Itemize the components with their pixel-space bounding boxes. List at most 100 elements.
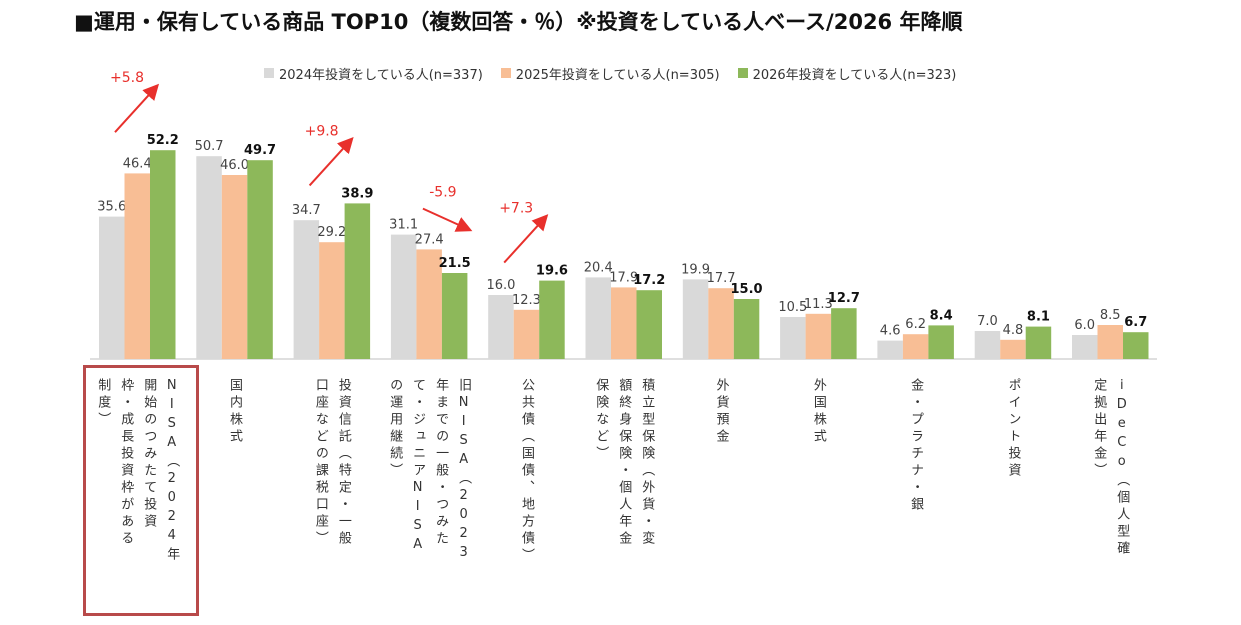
category-label-0-1: 開始のつみたて投資 <box>141 378 157 531</box>
legend-swatch-2025 <box>500 68 511 78</box>
bar-10-0 <box>1072 335 1098 359</box>
category-label-4-0: 公共債（国債、地方債） <box>519 378 535 565</box>
bar-9-2 <box>1025 326 1052 359</box>
data-label-4-2: 19.6 <box>536 264 568 279</box>
bar-1-0 <box>196 156 222 359</box>
change-arrow-2 <box>422 207 473 232</box>
data-label-9-1: 4.8 <box>1003 323 1024 338</box>
bar-10-1 <box>1097 325 1123 359</box>
legend-item-2024: 2024年投資をしている人(n=337) <box>264 64 483 83</box>
bar-2-2 <box>344 203 371 359</box>
category-label-5-1: 額終身保険・個人年金 <box>616 378 632 548</box>
bar-2-1 <box>319 242 345 359</box>
data-label-6-0: 19.9 <box>681 262 710 277</box>
data-label-6-1: 17.7 <box>707 271 736 286</box>
change-label-0: +5.8 <box>110 70 144 86</box>
data-label-3-2: 21.5 <box>439 256 471 271</box>
data-label-7-1: 11.3 <box>804 297 833 312</box>
data-label-1-0: 50.7 <box>195 139 224 154</box>
data-label-0-2: 52.2 <box>147 133 179 148</box>
category-label-0-0: NISA（2024年 <box>164 378 180 564</box>
data-label-8-1: 6.2 <box>905 317 926 332</box>
bar-5-0 <box>585 277 611 359</box>
data-label-10-1: 8.5 <box>1100 308 1121 323</box>
category-label-2-1: 口座などの課税口座） <box>313 378 329 548</box>
data-label-3-0: 31.1 <box>389 218 418 233</box>
data-label-6-2: 15.0 <box>731 282 763 297</box>
category-label-7-0: 外国株式 <box>811 378 827 446</box>
bar-0-0 <box>99 216 125 359</box>
category-label-5-2: 保険など） <box>593 378 609 463</box>
bar-6-1 <box>708 288 734 359</box>
change-arrow-0 <box>114 83 160 133</box>
category-label-10-0: iDeCo（個人型確 <box>1114 378 1130 558</box>
bar-7-0 <box>780 317 806 359</box>
legend-item-2025: 2025年投資をしている人(n=305) <box>500 64 720 83</box>
category-label-0-3: 制度） <box>95 378 111 429</box>
bar-9-1 <box>1000 339 1026 359</box>
data-label-8-0: 4.6 <box>880 324 901 339</box>
bar-1-2 <box>247 160 273 359</box>
legend-item-2026: 2026年投資をしている人(n=323) <box>737 64 957 83</box>
bar-6-0 <box>682 279 709 359</box>
bar-5-2 <box>636 290 662 359</box>
category-label-3-0: 旧NISA（2023 <box>456 378 472 564</box>
chart-title: ■運用・保有している商品 TOP10（複数回答・％）※投資をしている人ベース/2… <box>74 10 963 34</box>
data-label-9-2: 8.1 <box>1027 310 1050 325</box>
legend-swatch-2024 <box>264 68 274 78</box>
category-label-2-0: 投資信託（特定・一般 <box>336 377 352 548</box>
category-label-0-2: 枠・成長投資枠がある <box>118 378 134 548</box>
data-label-7-2: 12.7 <box>828 291 860 306</box>
bar-4-1 <box>513 309 540 359</box>
bar-10-2 <box>1123 332 1149 359</box>
data-label-0-1: 46.4 <box>123 156 152 171</box>
change-arrow-3 <box>503 214 549 264</box>
bar-9-0 <box>974 331 1001 359</box>
data-label-4-0: 16.0 <box>486 278 515 293</box>
change-label-1: +9.8 <box>305 123 339 139</box>
bar-4-0 <box>488 295 514 359</box>
category-label-3-1: 年までの一般・つみた <box>433 378 449 548</box>
legend-label-2024: 2024年投資をしている人(n=337) <box>279 67 483 83</box>
bar-8-0 <box>877 340 903 359</box>
data-label-5-2: 17.2 <box>633 273 665 288</box>
data-label-0-0: 35.6 <box>97 200 126 215</box>
bar-3-2 <box>441 273 468 359</box>
change-label-2: -5.9 <box>429 185 456 201</box>
category-label-10-1: 定拠出年金） <box>1091 378 1107 480</box>
bar-0-2 <box>150 150 176 359</box>
category-label-5-0: 積立型保険（外貨・変 <box>639 378 655 548</box>
category-label-3-2: て・ジュニアNISA <box>410 378 425 556</box>
category-label-6-0: 外貨預金 <box>714 378 730 446</box>
bar-7-2 <box>831 308 857 359</box>
legend-label-2026: 2026年投資をしている人(n=323) <box>752 67 957 83</box>
data-label-8-2: 8.4 <box>930 308 953 323</box>
category-label-9-0: ポイント投資 <box>1005 378 1021 480</box>
data-label-4-1: 12.3 <box>512 293 541 308</box>
bar-6-2 <box>733 299 760 359</box>
change-arrow-1 <box>308 136 354 187</box>
data-label-5-0: 20.4 <box>584 260 613 275</box>
bar-2-0 <box>293 220 320 359</box>
data-label-2-1: 29.2 <box>317 225 346 240</box>
bar-0-1 <box>124 173 150 359</box>
bar-3-1 <box>416 249 442 359</box>
legend-label-2025: 2025年投資をしている人(n=305) <box>515 67 720 83</box>
data-label-9-0: 7.0 <box>977 314 998 329</box>
data-label-3-1: 27.4 <box>415 232 444 247</box>
bar-1-1 <box>221 175 248 359</box>
data-label-7-0: 10.5 <box>778 300 807 315</box>
bar-7-1 <box>805 313 832 359</box>
bar-5-1 <box>611 287 637 359</box>
bar-3-0 <box>390 234 417 359</box>
legend: 2024年投資をしている人(n=337) 2025年投資をしている人(n=305… <box>264 64 957 83</box>
bar-8-2 <box>928 325 954 359</box>
change-label-3: +7.3 <box>499 201 533 217</box>
data-label-2-2: 38.9 <box>341 186 373 201</box>
category-label-1-0: 国内株式 <box>227 378 243 446</box>
data-label-10-0: 6.0 <box>1074 318 1095 333</box>
data-label-10-2: 6.7 <box>1124 315 1147 330</box>
legend-swatch-2026 <box>737 68 748 78</box>
category-label-8-0: 金・プラチナ・銀 <box>908 377 924 514</box>
